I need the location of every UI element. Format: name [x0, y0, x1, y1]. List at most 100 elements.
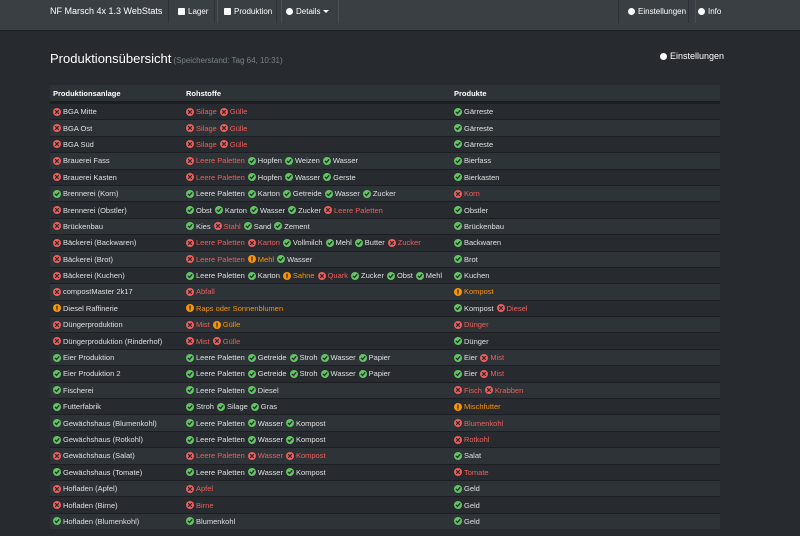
status-icon: [247, 386, 256, 395]
inputs-cell: Leere Paletten Karton Vollmilch Mehl Butter Z…: [186, 238, 421, 247]
status-icon: [247, 369, 256, 378]
status-icon: [53, 337, 61, 346]
status-item: Apfel: [186, 484, 213, 493]
status-icon: [247, 419, 256, 428]
outputs-cell: Backwaren: [454, 238, 501, 247]
item-label: Mischfutter: [464, 402, 501, 412]
nav-item[interactable]: Details: [276, 0, 340, 23]
item-label: Gülle: [222, 320, 241, 330]
status-item: Diesel Raffinerie: [53, 304, 118, 313]
status-item: Sahne: [282, 271, 315, 280]
table-row: Brückenbau Kies Stahl Sand Zement Brückenbau: [50, 217, 720, 235]
plant-cell: Brauerei Fass: [53, 156, 110, 165]
status-icon: [53, 320, 61, 329]
plant-cell: BGA Ost: [53, 124, 92, 133]
item-label: Geld: [464, 500, 480, 510]
item-label: Silage: [196, 123, 217, 133]
status-item: Sand: [243, 222, 271, 231]
outputs-cell: Eier Mist: [454, 353, 504, 362]
outputs-cell: Kuchen: [454, 271, 489, 280]
status-item: Brauerei Kasten: [53, 173, 117, 182]
status-item: Wasser: [247, 419, 283, 428]
status-icon: [53, 386, 61, 395]
status-icon: [454, 206, 462, 215]
item-label: Kompost: [295, 467, 326, 477]
status-icon: [186, 353, 194, 362]
status-icon: [247, 468, 256, 477]
outputs-cell: Mischfutter: [454, 402, 501, 411]
item-label: Hofladen (Apfel): [63, 484, 118, 494]
status-icon: [323, 173, 332, 182]
status-icon: [454, 107, 462, 116]
status-item: Silage: [186, 140, 217, 149]
item-label: Karton: [257, 271, 280, 281]
status-icon: [53, 419, 61, 428]
status-item: Brückenbau: [53, 222, 103, 231]
item-label: Weizen: [294, 156, 320, 166]
status-item: Dünger: [454, 337, 489, 346]
item-label: Bierkasten: [464, 172, 500, 182]
brand[interactable]: NF Marsch 4x 1.3 WebStats: [50, 6, 163, 16]
item-label: Silage: [226, 402, 248, 412]
status-item: Bäckerei (Backwaren): [53, 238, 136, 247]
status-item: Zucker: [351, 271, 384, 280]
status-icon: [288, 206, 297, 215]
item-label: Leere Paletten: [196, 172, 245, 182]
item-label: Leere Paletten: [196, 238, 245, 248]
inputs-cell: Silage Gülle: [186, 124, 247, 133]
item-label: Zement: [284, 221, 310, 231]
navbar: NF Marsch 4x 1.3 WebStats Lager Produkti…: [0, 0, 800, 31]
status-item: Mist: [186, 320, 210, 329]
status-item: Obstler: [454, 206, 488, 215]
nav-item[interactable]: Produktion: [214, 0, 283, 23]
item-label: Wasser: [287, 254, 313, 264]
status-item: Geld: [454, 517, 480, 526]
item-label: Leere Paletten: [196, 353, 245, 363]
status-icon: [284, 173, 293, 182]
status-icon: [53, 517, 61, 526]
outputs-cell: Gärreste: [454, 140, 493, 149]
status-item: Hopfen: [247, 156, 282, 165]
nav-item[interactable]: Einstellungen: [618, 0, 697, 23]
status-icon: [186, 156, 194, 165]
settings-button[interactable]: Einstellungen: [660, 51, 724, 61]
status-icon: [212, 320, 221, 329]
item-label: Gärreste: [464, 139, 494, 149]
status-item: Gärreste: [454, 140, 493, 149]
status-item: Blumenkohl: [454, 419, 503, 428]
outputs-cell: Dünger: [454, 337, 489, 346]
status-icon: [186, 320, 194, 329]
item-label: Leere Paletten: [196, 156, 245, 166]
status-item: Bäckerei (Brot): [53, 255, 113, 264]
status-item: Karton: [214, 206, 247, 215]
nav-item[interactable]: Lager: [168, 0, 219, 23]
item-label: Mist: [196, 320, 210, 330]
item-label: Gülle: [222, 336, 241, 346]
item-label: Silage: [196, 139, 217, 149]
status-item: Hofladen (Blumenkohl): [53, 517, 139, 526]
status-icon: [216, 402, 225, 411]
table-row: Düngerproduktion Mist Gülle Dünger: [50, 316, 720, 333]
status-icon: [289, 353, 298, 362]
nav-item[interactable]: Info: [688, 0, 730, 23]
status-icon: [186, 107, 194, 116]
status-item: Leere Paletten: [186, 271, 245, 280]
status-item: Leere Paletten: [186, 419, 245, 428]
status-icon: [454, 451, 462, 460]
status-item: Leere Paletten: [186, 386, 245, 395]
status-icon: [415, 271, 424, 280]
item-label: compostMaster 2k17: [63, 287, 133, 297]
table-row: Düngerproduktion (Rinderhof) Mist Gülle Dün…: [50, 332, 720, 348]
table-row: Bäckerei (Brot) Leere Paletten Mehl Wasser B…: [50, 250, 720, 267]
item-label: Kompost: [295, 418, 326, 428]
table-row: Hofladen (Blumenkohl) Blumenkohl Geld: [50, 512, 720, 530]
item-label: Hopfen: [257, 172, 282, 182]
status-icon: [186, 189, 194, 198]
status-icon: [247, 238, 256, 247]
item-label: Gewächshaus (Rotkohl): [63, 435, 144, 444]
item-label: Gewächshaus (Blumenkohl): [63, 418, 157, 428]
plant-cell: BGA Süd: [53, 140, 94, 149]
status-icon: [484, 386, 493, 395]
table-row: Brauerei Kasten Leere Paletten Hopfen Wasse…: [50, 168, 720, 185]
table-row: compostMaster 2k17 Abfall Kompost: [50, 283, 720, 300]
